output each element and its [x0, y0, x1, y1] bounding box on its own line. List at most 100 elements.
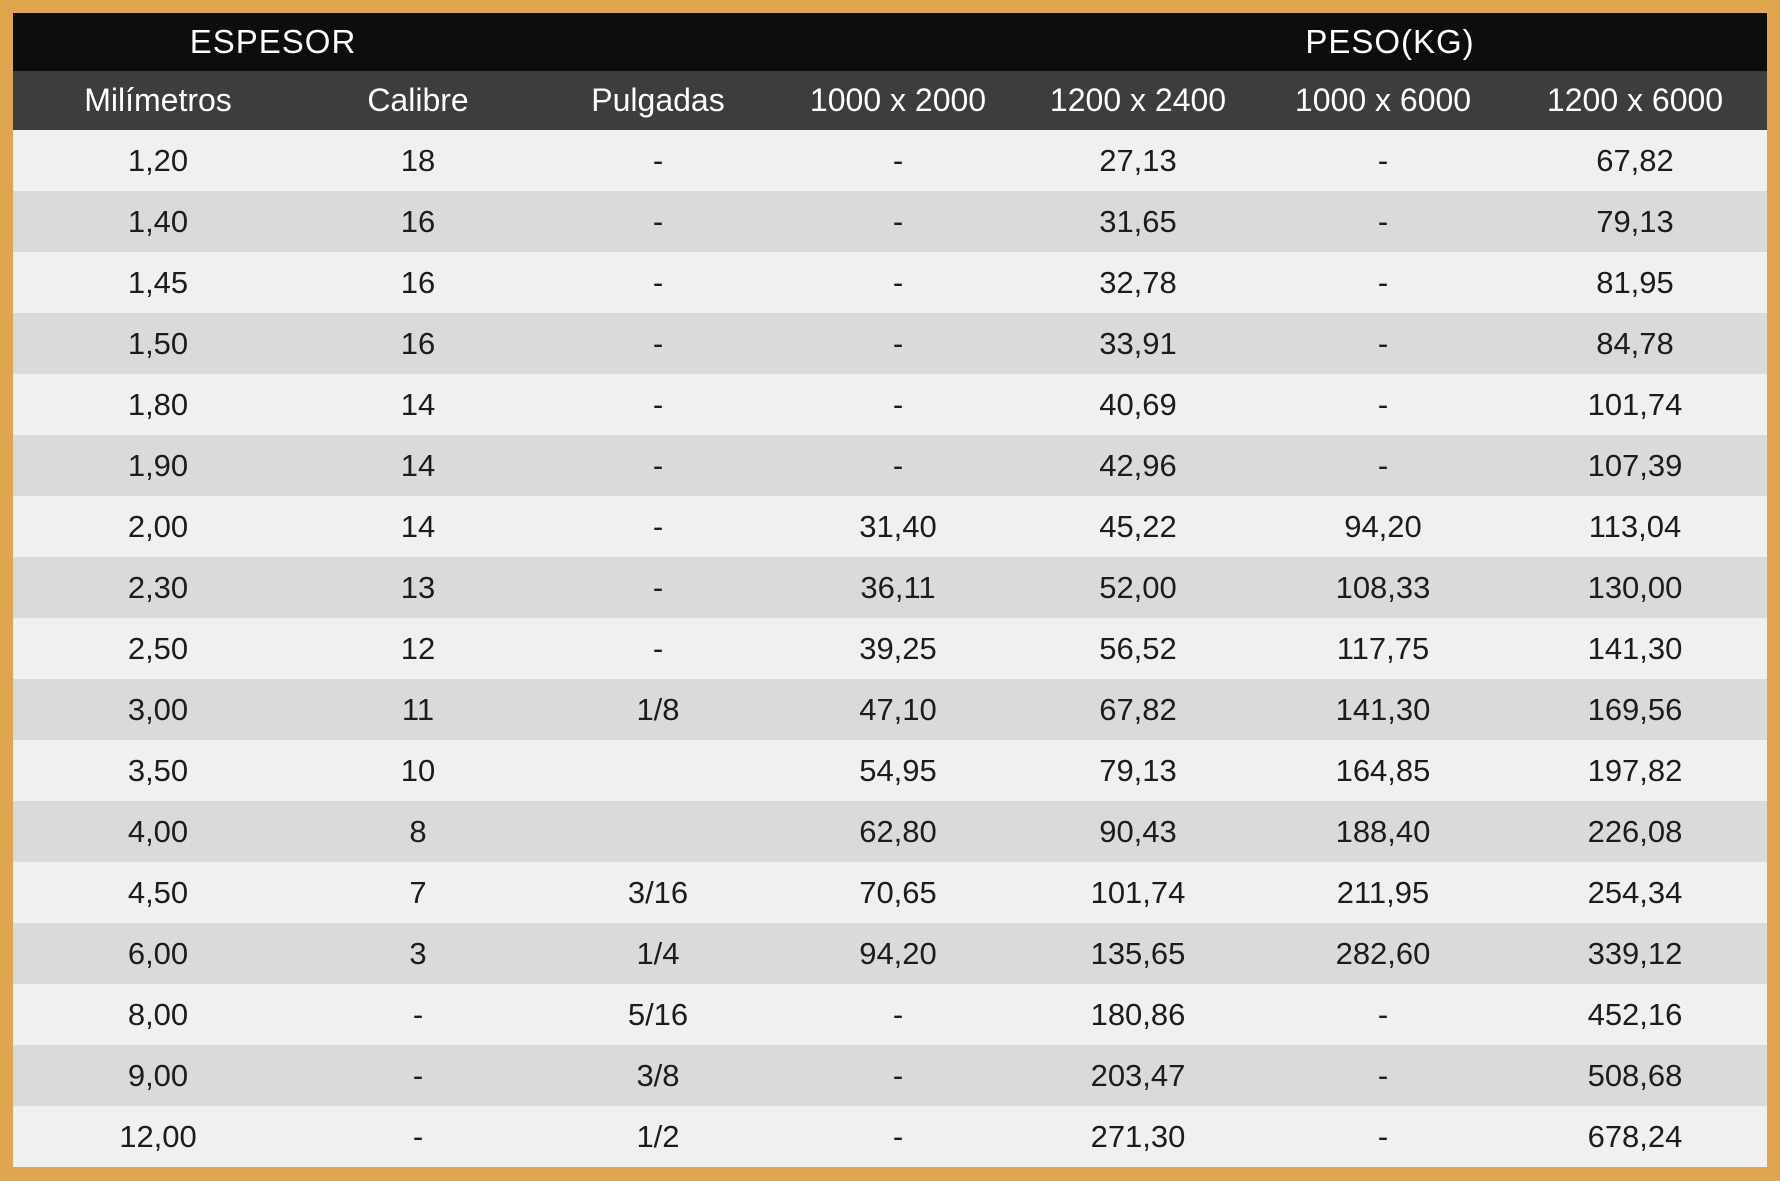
table-cell: 1,40	[13, 191, 303, 252]
group-header-0: ESPESOR	[13, 13, 533, 71]
table-cell: 169,56	[1503, 679, 1767, 740]
table-cell: -	[1263, 1045, 1503, 1106]
table-cell: 13	[303, 557, 533, 618]
table-cell: -	[1263, 374, 1503, 435]
table-row: 4,50 7 3/16 70,65 101,74 211,95 254,34	[13, 862, 1767, 923]
table-cell: 12,00	[13, 1106, 303, 1167]
table-cell: -	[533, 252, 783, 313]
table-cell: 27,13	[1013, 130, 1263, 191]
table-cell: 7	[303, 862, 533, 923]
table-cell: 18	[303, 130, 533, 191]
table-cell: 180,86	[1013, 984, 1263, 1045]
table-row: 12,00-1/2-271,30-678,24	[13, 1106, 1767, 1167]
table-cell: 4,50	[13, 862, 303, 923]
table-cell: 62,80	[783, 801, 1013, 862]
table-cell: -	[533, 130, 783, 191]
table-cell: 130,00	[1503, 557, 1767, 618]
thickness-weight-table: ESPESOR PESO(KG) Milímetros Calibre Pulgada…	[13, 13, 1767, 1167]
table-cell: -	[533, 374, 783, 435]
table-cell: -	[783, 435, 1013, 496]
table-cell: -	[1263, 252, 1503, 313]
table-cell: -	[1263, 313, 1503, 374]
table-cell: 8	[303, 801, 533, 862]
table-row: 3,00 11 1/8 47,10 67,82 141,30 169,56	[13, 679, 1767, 740]
table-cell: 94,20	[783, 923, 1013, 984]
table-cell: 84,78	[1503, 313, 1767, 374]
table-cell: 56,52	[1013, 618, 1263, 679]
table-cell: -	[533, 618, 783, 679]
table-cell: 81,95	[1503, 252, 1767, 313]
table-cell: 3/16	[533, 862, 783, 923]
table-cell: 6,00	[13, 923, 303, 984]
table-cell: 67,82	[1013, 679, 1263, 740]
table-cell: 79,13	[1013, 740, 1263, 801]
table-cell: 164,85	[1263, 740, 1503, 801]
table-cell: 12	[303, 618, 533, 679]
table-cell: 135,65	[1013, 923, 1263, 984]
table-cell: -	[303, 984, 533, 1045]
table-cell: 101,74	[1013, 862, 1263, 923]
table-row: 8,00-5/16-180,86-452,16	[13, 984, 1767, 1045]
table-cell: 52,00	[1013, 557, 1263, 618]
column-header: 1000 x 2000	[783, 71, 1013, 130]
table-cell	[533, 801, 783, 862]
table-cell: -	[783, 1045, 1013, 1106]
table-body: 1,20 18- -27,13-67,82 1,40 16- -31,65-79,13 1,…	[13, 130, 1767, 1167]
table-cell: 94,20	[1263, 496, 1503, 557]
table-cell: 1,20	[13, 130, 303, 191]
table-cell: 32,78	[1013, 252, 1263, 313]
table-cell: 16	[303, 191, 533, 252]
table-row: 1,90 14- -42,96-107,39	[13, 435, 1767, 496]
column-header-row: Milímetros Calibre Pulgadas 1000 x 2000 1200…	[13, 71, 1767, 130]
table-frame: ESPESOR PESO(KG) Milímetros Calibre Pulgada…	[13, 13, 1767, 1167]
column-header: 1200 x 2400	[1013, 71, 1263, 130]
table-cell: 36,11	[783, 557, 1013, 618]
table-cell: 678,24	[1503, 1106, 1767, 1167]
table-cell: 14	[303, 374, 533, 435]
table-cell: -	[783, 191, 1013, 252]
table-cell: 3/8	[533, 1045, 783, 1106]
table-cell: 254,34	[1503, 862, 1767, 923]
table-row: 9,00-3/8-203,47-508,68	[13, 1045, 1767, 1106]
column-header: 1200 x 6000	[1503, 71, 1767, 130]
table-cell: 508,68	[1503, 1045, 1767, 1106]
table-cell: 16	[303, 313, 533, 374]
table-cell: -	[533, 191, 783, 252]
table-cell: 197,82	[1503, 740, 1767, 801]
column-header: Milímetros	[13, 71, 303, 130]
table-cell: 452,16	[1503, 984, 1767, 1045]
table-cell: 9,00	[13, 1045, 303, 1106]
group-header-row: ESPESOR PESO(KG)	[13, 13, 1767, 71]
table-cell: 1/8	[533, 679, 783, 740]
table-cell: 3,00	[13, 679, 303, 740]
table-cell: 31,40	[783, 496, 1013, 557]
group-header-1	[533, 13, 1013, 71]
table-cell: 1,50	[13, 313, 303, 374]
table-cell: 1/4	[533, 923, 783, 984]
table-row: 4,00 8 62,80 90,43 188,40 226,08	[13, 801, 1767, 862]
table-row: 1,20 18- -27,13-67,82	[13, 130, 1767, 191]
table-cell: 271,30	[1013, 1106, 1263, 1167]
table-cell: -	[533, 313, 783, 374]
table-cell: 1/2	[533, 1106, 783, 1167]
table-row: 2,30 13-36,11 52,00 108,33 130,00	[13, 557, 1767, 618]
table-cell: 45,22	[1013, 496, 1263, 557]
table-cell: 31,65	[1013, 191, 1263, 252]
table-cell: 117,75	[1263, 618, 1503, 679]
table-cell: 141,30	[1503, 618, 1767, 679]
column-header: Pulgadas	[533, 71, 783, 130]
table-cell: 11	[303, 679, 533, 740]
table-cell: 5/16	[533, 984, 783, 1045]
table-cell: -	[783, 130, 1013, 191]
table-cell: 226,08	[1503, 801, 1767, 862]
table-cell: 1,90	[13, 435, 303, 496]
table-cell: 47,10	[783, 679, 1013, 740]
table-cell: 67,82	[1503, 130, 1767, 191]
table-cell: 211,95	[1263, 862, 1503, 923]
table-cell: 14	[303, 496, 533, 557]
table-cell: 8,00	[13, 984, 303, 1045]
table-cell: 339,12	[1503, 923, 1767, 984]
table-cell: -	[533, 496, 783, 557]
table-cell: -	[783, 1106, 1013, 1167]
table-cell: 42,96	[1013, 435, 1263, 496]
